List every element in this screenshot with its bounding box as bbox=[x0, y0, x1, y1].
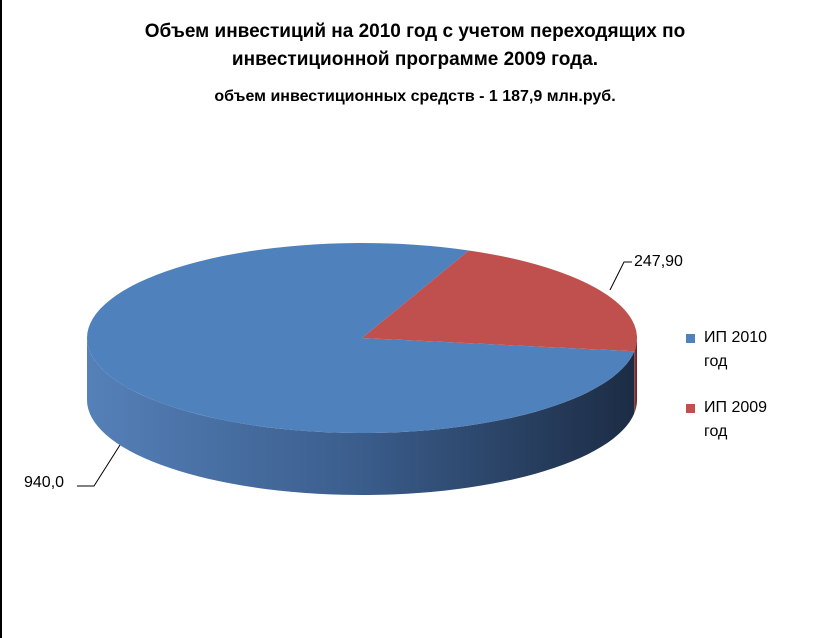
slice-top bbox=[362, 250, 637, 352]
legend-swatch bbox=[686, 404, 695, 413]
legend-label: ИП 2010 год bbox=[704, 329, 768, 370]
data-label: 940,0 bbox=[24, 474, 64, 491]
pie-slice bbox=[362, 250, 637, 414]
slice-side bbox=[87, 338, 635, 496]
slice-top bbox=[87, 243, 635, 433]
slice-side bbox=[634, 338, 637, 414]
legend-item: ИП 2009 год bbox=[686, 396, 784, 444]
chart-title: Объем инвестиций на 2010 год с учетом пе… bbox=[144, 21, 686, 70]
legend-item: ИП 2010 год bbox=[686, 326, 784, 374]
pie-slice bbox=[87, 243, 635, 496]
legend-swatch bbox=[686, 334, 695, 343]
data-label: 247,90 bbox=[634, 253, 683, 270]
chart-subtitle: объем инвестиционных средств - 1 187,9 м… bbox=[214, 88, 616, 105]
legend-label: ИП 2009 год bbox=[704, 399, 768, 440]
leader-line bbox=[77, 444, 121, 487]
legend: ИП 2010 год ИП 2009 год bbox=[686, 326, 796, 466]
leader-line bbox=[609, 261, 632, 291]
